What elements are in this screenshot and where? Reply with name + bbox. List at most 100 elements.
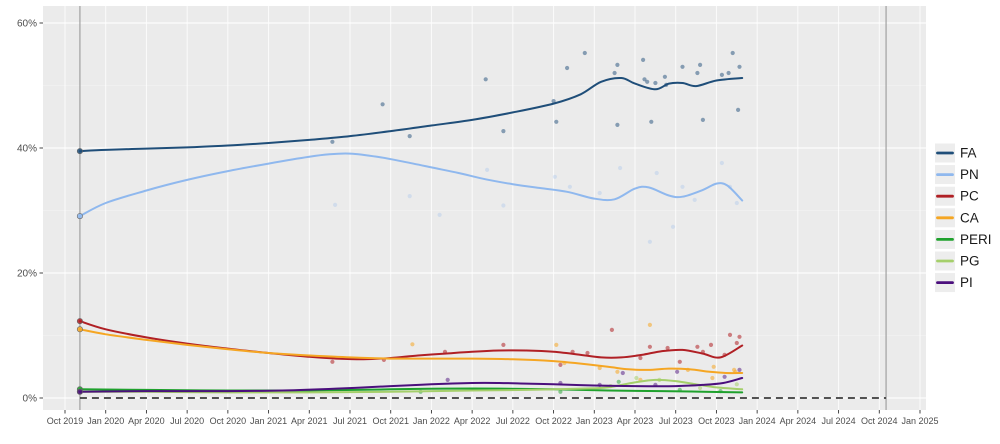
series-start-marker-CA	[76, 326, 83, 333]
poll-point-PI	[737, 367, 742, 372]
x-tick-label: Jul 2023	[659, 416, 693, 426]
x-tick-label: Oct 2021	[372, 416, 409, 426]
poll-point-PG	[734, 382, 739, 387]
poll-point-PI	[675, 369, 680, 374]
x-tick-label: Apr 2020	[128, 416, 165, 426]
poll-point-FA	[719, 72, 725, 77]
poll-point-PN	[597, 190, 602, 196]
poll-point-FA	[642, 77, 647, 82]
panel-background	[43, 6, 926, 410]
poll-point-PERI	[616, 379, 621, 384]
legend-label-PN: PN	[960, 167, 979, 182]
poll-point-FA	[565, 65, 570, 71]
y-tick-label: 60%	[17, 19, 37, 30]
poll-point-FA	[330, 139, 335, 144]
poll-point-PG	[698, 385, 703, 391]
y-tick-label: 0%	[23, 394, 38, 405]
poll-point-PN	[618, 165, 623, 171]
poll-point-FA	[554, 119, 559, 124]
poll-point-CA	[615, 369, 620, 374]
x-tick-label: Apr 2021	[291, 416, 328, 426]
y-tick-label: 20%	[17, 269, 37, 280]
poll-point-PC	[638, 355, 643, 361]
poll-point-PC	[708, 342, 714, 347]
poll-point-CA	[710, 375, 715, 381]
x-tick-label: Jan 2022	[413, 416, 450, 426]
legend-item-PN: PN	[935, 165, 979, 185]
poll-point-FA	[407, 134, 412, 139]
poll-point-FA	[726, 70, 731, 76]
legend-item-PI: PI	[935, 273, 973, 293]
poll-point-PC	[330, 359, 335, 364]
poll-point-FA	[380, 102, 385, 107]
series-points-FA	[330, 50, 742, 144]
x-tick-label: Oct 2024	[861, 416, 898, 426]
x-tick-label: Apr 2023	[617, 416, 654, 426]
x-tick-label: Jan 2023	[576, 416, 613, 426]
legend-item-CA: CA	[935, 208, 979, 228]
poll-point-CA	[597, 365, 602, 371]
poll-point-PC	[558, 362, 563, 367]
poll-point-PN	[734, 200, 739, 206]
x-tick-label: Jul 2022	[496, 416, 530, 426]
x-tick-label: Jul 2020	[170, 416, 204, 426]
poll-point-FA	[483, 77, 488, 82]
poll-point-PI	[722, 374, 727, 379]
poll-point-PN	[485, 167, 490, 172]
poll-point-PC	[695, 344, 700, 349]
x-tick-label: Apr 2024	[780, 416, 817, 426]
poll-point-CA	[711, 364, 716, 369]
poll-point-CA	[647, 322, 653, 327]
legend-item-PC: PC	[935, 186, 979, 206]
poll-point-PN	[680, 184, 685, 189]
poll-point-PC	[609, 327, 615, 332]
poll-point-PN	[552, 174, 558, 179]
series-points-PG	[608, 375, 739, 391]
poll-point-PERI	[558, 389, 563, 394]
poll-point-PN	[501, 203, 506, 208]
x-tick-label: Oct 2020	[210, 416, 247, 426]
poll-point-FA	[615, 62, 620, 67]
series-line-PN	[78, 152, 744, 218]
x-tick-label: Oct 2022	[535, 416, 572, 426]
poll-point-FA	[698, 62, 703, 67]
poll-point-FA	[615, 122, 620, 127]
poll-point-FA	[737, 64, 742, 69]
series-line-FA	[78, 76, 744, 153]
poll-point-PC	[647, 344, 653, 349]
x-tick-label: Jul 2021	[333, 416, 367, 426]
poll-point-FA	[551, 99, 556, 104]
x-tick-label: Apr 2022	[454, 416, 491, 426]
poll-point-FA	[582, 50, 587, 56]
poll-point-PN	[437, 212, 442, 217]
x-tick-label: Jan 2020	[87, 416, 124, 426]
poll-point-PN	[692, 197, 697, 202]
series-start-marker-FA	[76, 148, 83, 155]
poll-point-FA	[612, 70, 617, 76]
poll-point-PC	[737, 334, 742, 339]
poll-point-PC	[501, 342, 506, 347]
poll-point-FA	[700, 117, 706, 122]
legend-label-CA: CA	[960, 210, 979, 225]
poll-point-PN	[333, 202, 338, 207]
series-start-marker-PI	[76, 388, 83, 395]
series-start-marker-PC	[76, 318, 83, 325]
legend-label-PERI: PERI	[960, 232, 992, 247]
legend-label-PI: PI	[960, 275, 973, 290]
event-reference-lines	[79, 6, 887, 410]
poll-point-FA	[695, 70, 700, 76]
poll-point-FA	[649, 119, 654, 124]
poll-point-PN	[670, 224, 676, 229]
poll-point-CA	[410, 342, 415, 347]
poll-point-FA	[680, 64, 685, 69]
series-start-marker-PN	[76, 213, 83, 220]
legend-label-PG: PG	[960, 254, 980, 269]
legend-item-PG: PG	[935, 251, 980, 271]
x-tick-label: Jan 2021	[250, 416, 287, 426]
poll-point-CA	[554, 342, 559, 347]
poll-point-PN	[719, 160, 725, 166]
poll-point-FA	[501, 129, 506, 134]
poll-point-PN	[567, 184, 573, 189]
series-line-PG	[78, 378, 744, 394]
